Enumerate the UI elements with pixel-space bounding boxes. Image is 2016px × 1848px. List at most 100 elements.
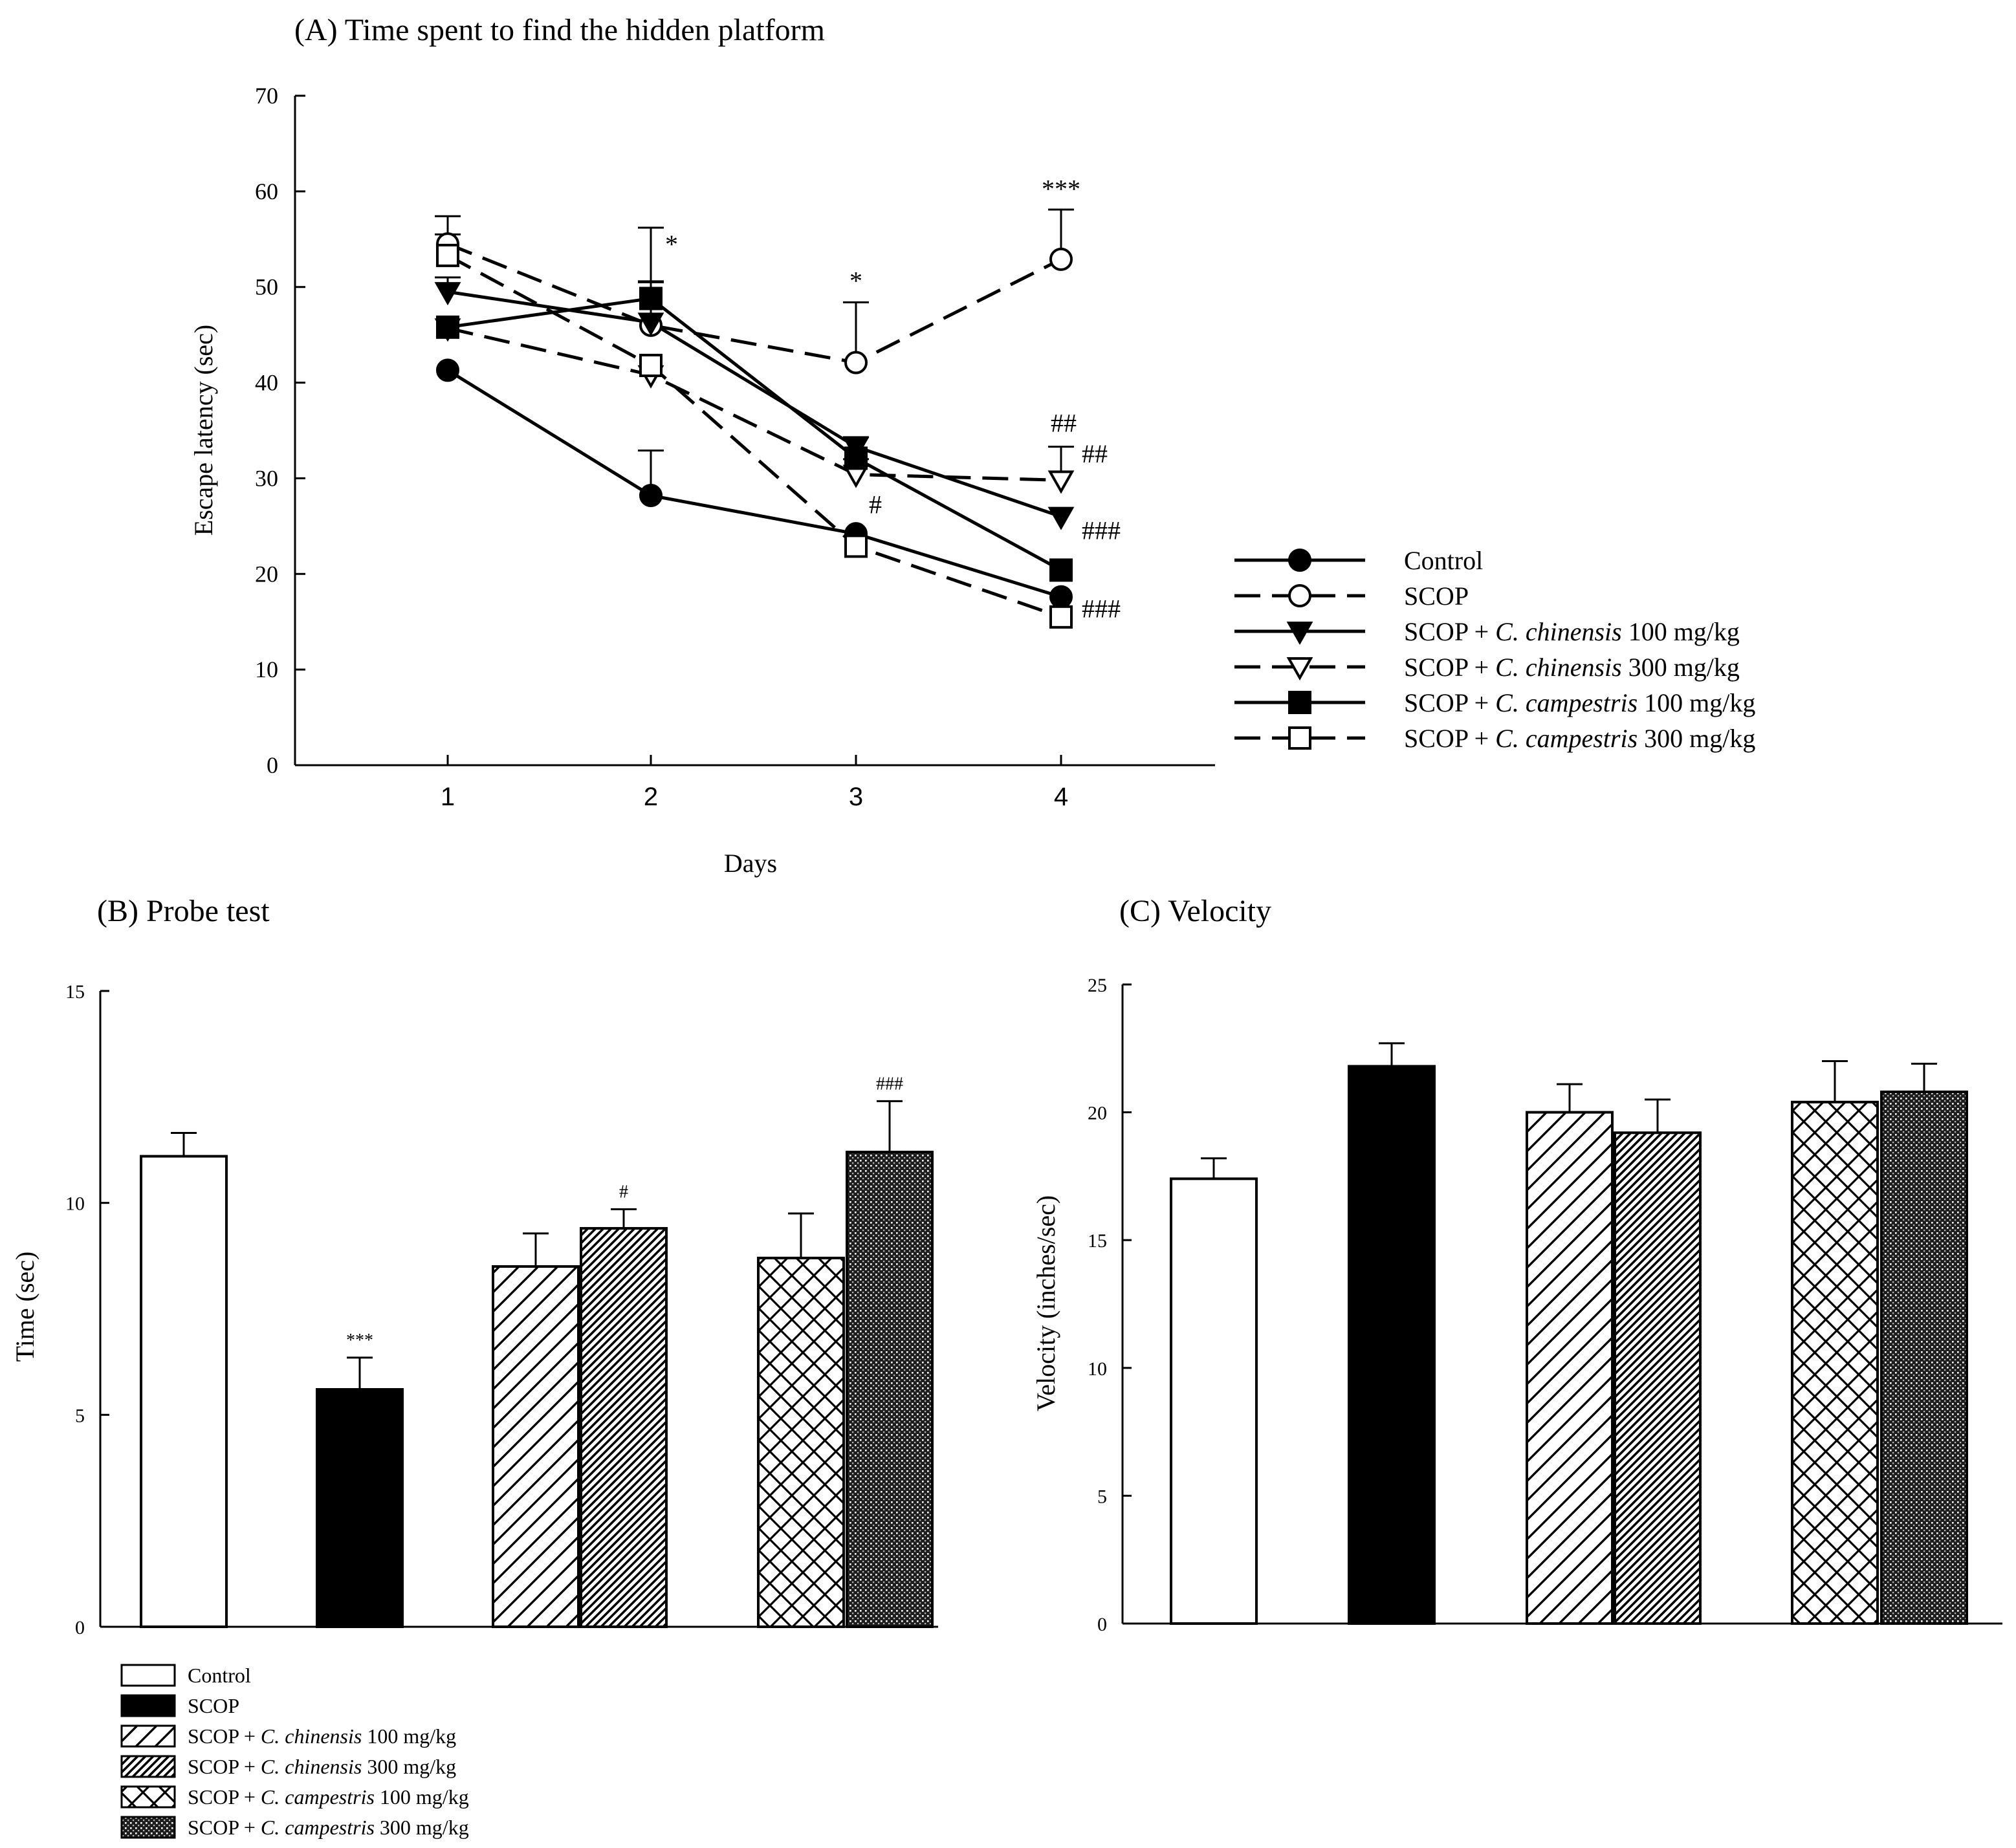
data-point [1047,470,1075,494]
legend-marker [1288,726,1311,750]
legend-marker [1288,584,1311,607]
legend-item-species: C. chinensis [1495,617,1622,646]
y-tick-label: 5 [1097,1486,1107,1507]
significance-marker: # [619,1182,628,1202]
legend-item-prefix: SCOP + [188,1816,261,1839]
data-point [1049,558,1073,582]
data-point [844,351,868,375]
legend-swatch [120,1724,176,1748]
panel-a-title: (A) Time spent to find the hidden platfo… [294,13,825,47]
legend-item: Control [1404,546,1483,575]
bar [1791,1100,1879,1625]
legend-marker [1288,691,1311,714]
data-point [1049,585,1073,609]
bar [316,1388,404,1629]
legend-item-dose: 300 mg/kg [375,1816,469,1839]
legend-item: SCOP + C. campestris 100 mg/kg [188,1785,469,1809]
significance-marker: * [849,266,862,295]
legend-swatch [120,1785,176,1809]
data-point [436,243,459,267]
legend-item-dose: 300 mg/kg [1622,653,1740,682]
significance-marker: ### [1082,594,1121,624]
data-point [639,353,663,377]
legend-item-species: C. chinensis [261,1724,362,1748]
x-tick-label: 2 [644,783,658,811]
panel-b-legend: Control SCOP SCOP + C. chinensis 100 mg/kg… [120,1664,469,1839]
series-line [446,254,1062,619]
legend-item-dose: 100 mg/kg [1622,617,1740,646]
series-line [447,242,1062,365]
legend-item: SCOP + C. campestris 300 mg/kg [1404,724,1755,753]
bar [1170,1177,1258,1625]
legend-item-dose: 100 mg/kg [375,1785,469,1809]
legend-item-label: SCOP [188,1694,239,1717]
significance-marker: ## [1082,439,1108,468]
legend-item-species: C. campestris [1495,688,1638,717]
legend-item-prefix: SCOP + [188,1724,261,1748]
legend-item: SCOP + C. chinensis 100 mg/kg [188,1724,456,1748]
data-point [1049,247,1073,271]
y-tick-label: 10 [65,1193,85,1215]
legend-item-prefix: SCOP + [188,1785,261,1809]
panel-a-y-axis-title: Escape latency (sec) [189,325,218,536]
series-line [447,326,1062,482]
data-point [637,312,664,336]
panel-c-y-axis-title: Velocity (inches/sec) [1031,1195,1060,1411]
data-point [639,484,663,508]
legend-swatch [120,1694,176,1717]
panel-b-title: (B) Probe test [97,894,270,928]
bar [1614,1131,1702,1625]
y-tick-label: 70 [255,83,278,109]
legend-item: SCOP [1404,582,1469,611]
panel-a-legend: Control SCOP SCOP + C. chinensis 100 mg/kg… [1234,546,1755,753]
data-point [436,315,459,339]
legend-item-species: C. campestris [261,1785,375,1809]
bar [492,1265,580,1628]
x-tick-label: 1 [441,783,455,811]
legend-item-species: C. campestris [1495,724,1638,753]
panel-a-x-axis-title: Days [724,849,777,878]
x-tick-label: 3 [849,783,863,811]
data-point [436,358,459,382]
data-point [1049,605,1073,629]
bar [846,1151,934,1628]
legend-item-species: C. chinensis [261,1755,362,1778]
significance-marker: ## [1051,409,1077,438]
series-line [447,290,1062,518]
y-tick-label: 60 [255,179,278,204]
legend-item-prefix: SCOP + [1404,617,1495,646]
y-tick-label: 5 [75,1405,85,1426]
legend-item-dose: 100 mg/kg [1638,688,1755,717]
series-line [447,296,1062,572]
legend-marker [1288,549,1311,572]
data-point [1047,506,1075,530]
y-tick-label: 10 [255,657,278,682]
legend-swatch [120,1816,176,1839]
y-tick-label: 30 [255,465,278,491]
y-tick-label: 15 [1088,1230,1107,1252]
y-tick-label: 0 [1097,1614,1107,1635]
panel-c-plot: 0 5 10 15 20 25 [1088,975,2002,1635]
bar [1880,1090,1968,1625]
y-tick-label: 15 [65,981,85,1003]
data-point [844,534,868,558]
y-tick-label: 40 [255,370,278,396]
y-tick-label: 0 [267,752,278,778]
data-point [639,287,663,310]
y-tick-label: 20 [255,561,278,587]
legend-swatch [120,1755,176,1778]
legend-item-dose: 300 mg/kg [1638,724,1755,753]
bar [757,1256,845,1628]
significance-marker: *** [1042,174,1080,203]
bar [1348,1065,1436,1625]
legend-item-label: SCOP [1404,582,1469,611]
legend-item-prefix: SCOP + [1404,653,1495,682]
y-tick-label: 20 [1088,1103,1107,1124]
y-tick-label: 50 [255,274,278,300]
legend-item-species: C. campestris [261,1816,375,1839]
bar [580,1226,668,1628]
legend-swatch [120,1664,176,1687]
bar [1526,1111,1614,1625]
